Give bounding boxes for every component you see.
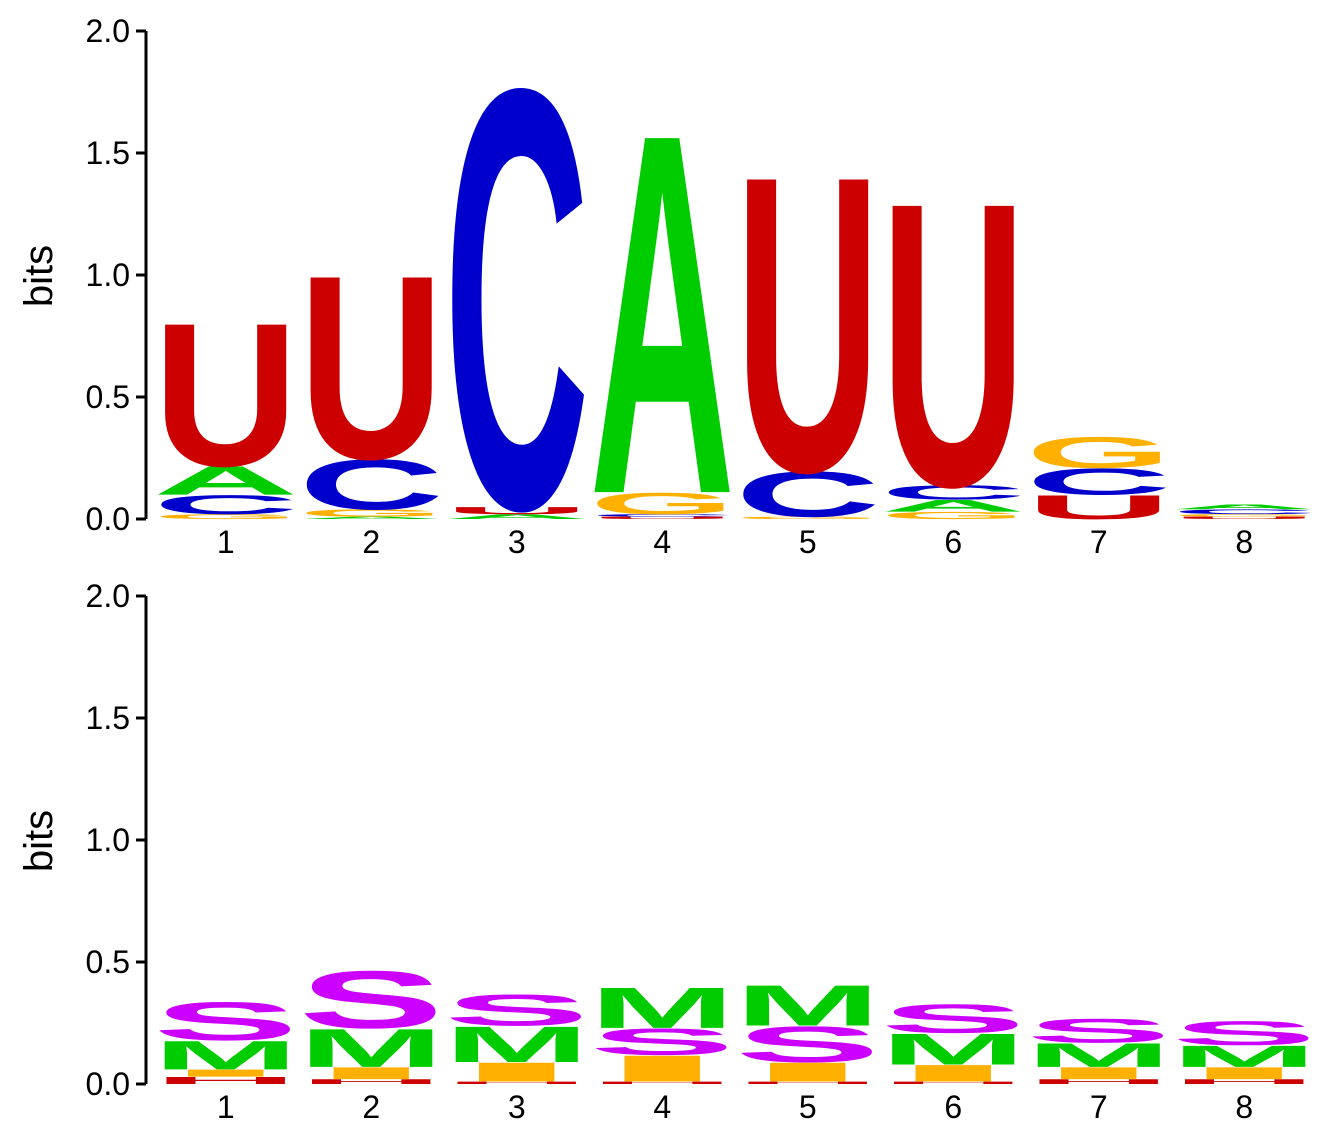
logo-letter-h: H bbox=[299, 1078, 444, 1086]
x-tick-label: 7 bbox=[1090, 524, 1108, 560]
logo-letter-c: C bbox=[299, 445, 444, 525]
logo-letter-c: C bbox=[1026, 461, 1171, 503]
logo-letter-u: U bbox=[1172, 516, 1317, 520]
logo-letter-s: S bbox=[153, 991, 298, 1052]
logo-letter-c: C bbox=[881, 481, 1026, 504]
x-tick-label: 1 bbox=[217, 1089, 235, 1125]
logo-letter-s: S bbox=[1172, 1014, 1317, 1052]
logo-letter-h: H bbox=[153, 1075, 298, 1086]
x-tick-label: 5 bbox=[799, 1089, 817, 1125]
logo-letter-m: M bbox=[1172, 1039, 1317, 1073]
logo-letter-u: U bbox=[590, 516, 735, 520]
logo-letter-c: C bbox=[590, 513, 735, 517]
logo-letter-a: A bbox=[153, 457, 299, 503]
logo-letter-m: M bbox=[881, 1024, 1026, 1073]
logo-letter-a: A bbox=[881, 496, 1026, 515]
logo-letter-g: G bbox=[735, 516, 880, 520]
y-tick-label: 0.5 bbox=[86, 944, 130, 980]
logo-letter-h: H bbox=[1172, 1078, 1317, 1086]
logo-letter-i: I bbox=[881, 1060, 1026, 1087]
x-tick-label: 4 bbox=[653, 1089, 671, 1125]
logo-letter-s: S bbox=[1026, 1012, 1171, 1050]
logo-letter-u: U bbox=[881, 118, 1026, 571]
logo-letter-s: S bbox=[590, 1021, 735, 1063]
logo-letter-c: C bbox=[444, 0, 589, 634]
logo-letter-m: M bbox=[1026, 1036, 1171, 1074]
logo-letter-g: G bbox=[1172, 513, 1317, 517]
x-tick-label: 7 bbox=[1090, 1089, 1108, 1125]
logo-letter-g: G bbox=[881, 510, 1026, 521]
logo-letter-a: A bbox=[444, 513, 589, 521]
logo-letter-u: U bbox=[444, 505, 589, 516]
y-tick-label: 0.5 bbox=[86, 379, 130, 415]
logo-letter-c: C bbox=[735, 458, 880, 530]
logo-letter-a: A bbox=[1172, 503, 1317, 511]
x-tick-label: 3 bbox=[508, 1089, 526, 1125]
logo-letter-i: I bbox=[1172, 1064, 1317, 1083]
logo-letter-u: U bbox=[1026, 488, 1171, 526]
logo-letter-g: G bbox=[299, 507, 444, 518]
logo-letter-g: G bbox=[153, 513, 298, 521]
logo-letter-m: M bbox=[590, 975, 735, 1040]
x-tick-label: 2 bbox=[362, 524, 380, 560]
logo-letter-m: M bbox=[299, 1018, 444, 1079]
logo-letter-c: C bbox=[153, 490, 298, 520]
y-tick-label: 1.5 bbox=[86, 135, 130, 171]
logo-letter-s: S bbox=[299, 954, 444, 1045]
logo-letter-a: A bbox=[299, 516, 444, 520]
x-tick-label: 4 bbox=[653, 524, 671, 560]
logo-letter-i: I bbox=[735, 1057, 880, 1088]
logo-letter-i: I bbox=[1026, 1064, 1171, 1083]
logo-letter-g: G bbox=[1026, 428, 1171, 478]
logo-letter-i: I bbox=[153, 1067, 298, 1078]
x-tick-label: 2 bbox=[362, 1089, 380, 1125]
y-tick-label: 1.0 bbox=[86, 822, 130, 858]
logo-letter-u: U bbox=[299, 220, 444, 514]
x-tick-label: 6 bbox=[944, 524, 962, 560]
logo-letter-g: G bbox=[590, 487, 735, 521]
logo-letter-h: H bbox=[444, 1081, 589, 1085]
logo-letter-i: I bbox=[444, 1057, 589, 1088]
y-tick-label: 0.0 bbox=[86, 1066, 130, 1102]
y-tick-label: 2.0 bbox=[86, 13, 130, 49]
x-tick-label: 1 bbox=[217, 524, 235, 560]
logo-letter-i: I bbox=[590, 1048, 735, 1090]
logo-letter-s: S bbox=[881, 996, 1026, 1042]
y-axis-label: bits bbox=[17, 810, 61, 872]
y-tick-label: 1.0 bbox=[86, 257, 130, 293]
y-tick-label: 1.5 bbox=[86, 700, 130, 736]
logo-letter-s: S bbox=[444, 986, 589, 1035]
y-tick-label: 0.0 bbox=[86, 501, 130, 537]
logo-letter-m: M bbox=[444, 1016, 589, 1073]
logo-letter-m: M bbox=[153, 1032, 298, 1078]
x-tick-label: 8 bbox=[1235, 524, 1253, 560]
logo-letter-u: U bbox=[735, 89, 880, 561]
logo-letter-i: I bbox=[299, 1064, 444, 1083]
logo-letter-h: H bbox=[590, 1081, 735, 1085]
logo-letter-h: H bbox=[881, 1081, 1026, 1085]
logo-letter-h: H bbox=[735, 1081, 880, 1085]
x-tick-label: 6 bbox=[944, 1089, 962, 1125]
logo-letter-h: H bbox=[1026, 1078, 1171, 1086]
x-tick-label: 5 bbox=[799, 524, 817, 560]
logo-letter-s: S bbox=[735, 1016, 880, 1073]
logo-letter-c: C bbox=[1172, 508, 1317, 516]
x-tick-label: 8 bbox=[1235, 1089, 1253, 1125]
y-tick-label: 2.0 bbox=[86, 578, 130, 614]
logo-letter-m: M bbox=[735, 973, 880, 1038]
logo-letter-a: A bbox=[590, 26, 735, 601]
logo-letter-u: U bbox=[153, 281, 298, 510]
x-tick-label: 3 bbox=[508, 524, 526, 560]
y-axis-label: bits bbox=[17, 245, 61, 307]
